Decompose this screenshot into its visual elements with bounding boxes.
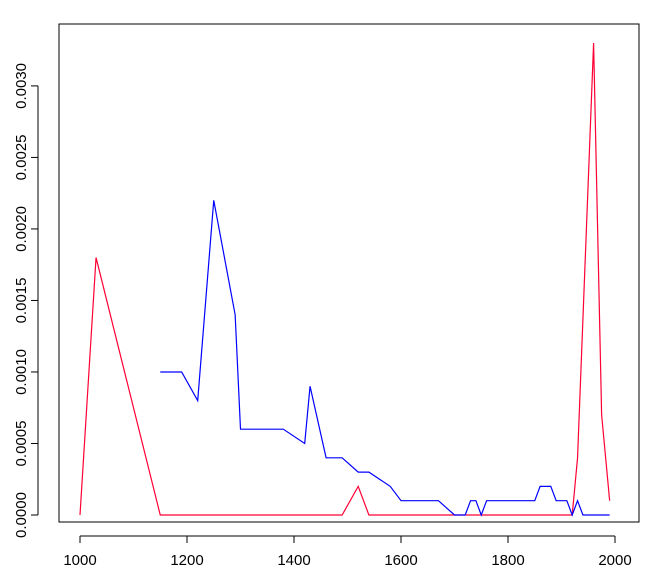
x-tick-label: 1400	[277, 552, 310, 569]
x-tick-label: 1000	[63, 552, 96, 569]
y-tick-label: 0.0030	[13, 63, 30, 109]
y-tick-label: 0.0020	[13, 206, 30, 252]
series-line-2	[160, 200, 610, 517]
x-tick-label: 1800	[491, 552, 524, 569]
series-line-1	[79, 42, 611, 516]
plot-frame	[58, 23, 640, 523]
series-layer	[79, 42, 611, 517]
x-tick-label: 1600	[384, 552, 417, 569]
x-tick-label: 1200	[170, 552, 203, 569]
y-tick-label: 0.0000	[13, 492, 30, 538]
y-tick-label: 0.0005	[13, 421, 30, 467]
y-axis: 0.0000 0.0005 0.0010 0.0015 0.0020 0.0025 0.00…	[13, 63, 39, 538]
y-tick-label: 0.0025	[13, 134, 30, 180]
x-tick-label: 2000	[598, 552, 631, 569]
y-tick-label: 0.0010	[13, 349, 30, 395]
y-tick-label: 0.0015	[13, 278, 30, 324]
x-axis: 1000 1200 1400 1600 1800 2000	[63, 535, 632, 569]
